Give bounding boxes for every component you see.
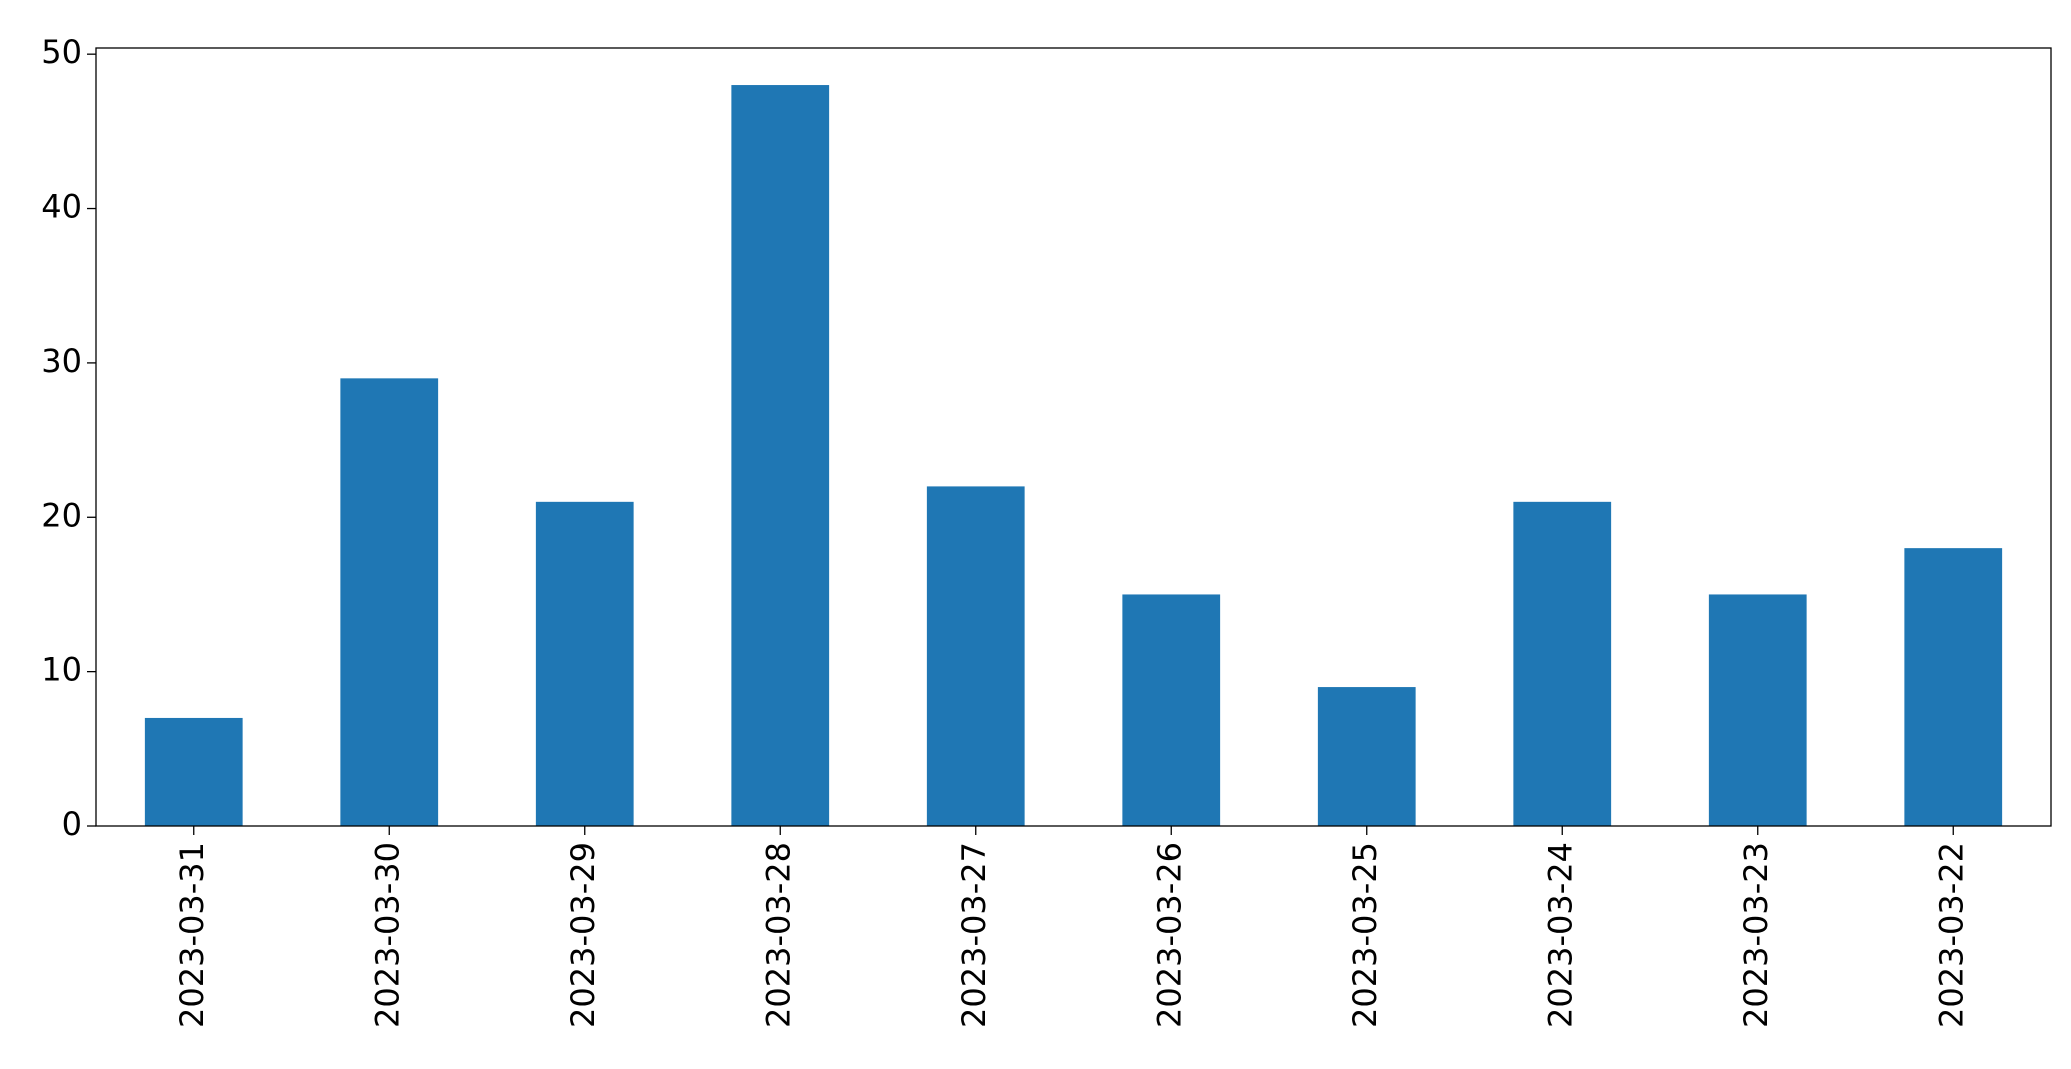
- bar: [731, 85, 830, 827]
- bar: [340, 378, 439, 826]
- x-tick-label: 2023-03-28: [759, 842, 797, 1028]
- x-tick-label: 2023-03-25: [1346, 842, 1384, 1028]
- x-tick-label: 2023-03-29: [564, 842, 602, 1028]
- y-tick-label: 30: [41, 342, 82, 380]
- bar: [1122, 594, 1221, 826]
- x-tick-label: 2023-03-30: [368, 842, 406, 1028]
- y-tick-label: 40: [41, 188, 82, 226]
- bar: [535, 501, 634, 826]
- bar: [1904, 548, 2003, 826]
- y-tick-label: 0: [62, 805, 82, 843]
- x-tick-label: 2023-03-23: [1737, 842, 1775, 1028]
- plot-frame: [95, 47, 2052, 827]
- bar: [144, 717, 243, 826]
- x-tick-label: 2023-03-27: [955, 842, 993, 1028]
- bar: [926, 486, 1025, 826]
- x-tick-label: 2023-03-24: [1541, 842, 1579, 1028]
- bar: [1708, 594, 1807, 826]
- y-tick-label: 20: [41, 496, 82, 534]
- y-tick-label: 10: [41, 651, 82, 689]
- bar: [1317, 687, 1416, 826]
- bar: [1513, 501, 1612, 826]
- x-tick-label: 2023-03-31: [173, 842, 211, 1028]
- y-tick-label: 50: [41, 33, 82, 71]
- x-tick-label: 2023-03-26: [1150, 842, 1188, 1028]
- x-tick-label: 2023-03-22: [1932, 842, 1970, 1028]
